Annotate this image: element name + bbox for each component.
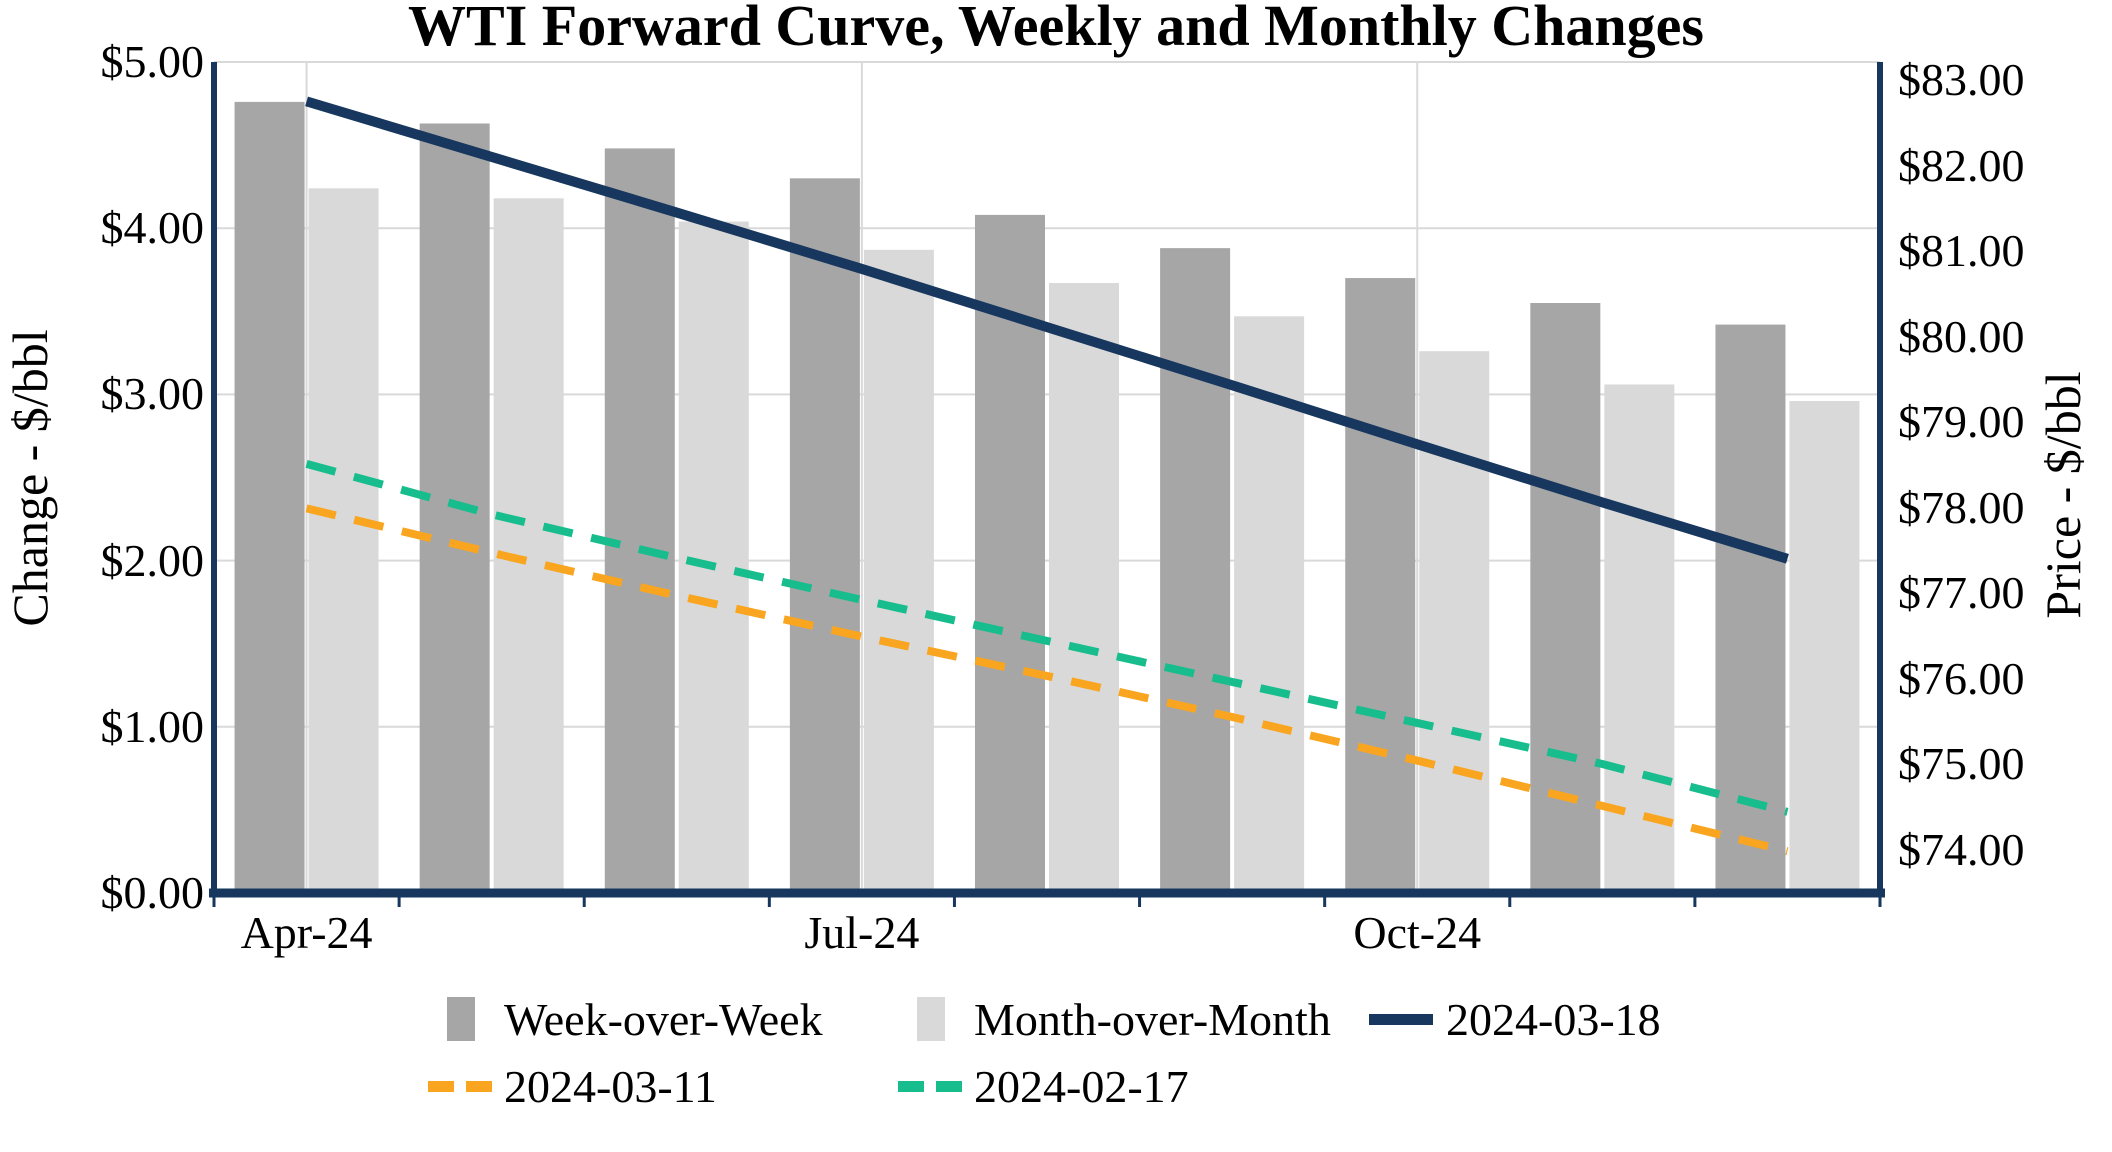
bar-dark-swatch [447,997,475,1041]
bar-month-over-month [493,198,564,893]
right-axis-tick-label: $78.00 [1898,481,2025,533]
right-axis-tick-label: $79.00 [1898,396,2025,447]
bar-month-over-month [1049,283,1119,893]
legend-label: 2024-03-18 [1446,994,1661,1045]
right-axis-tick-label: $76.00 [1898,652,2025,704]
bar-week-over-week [789,178,860,894]
bar-month-over-month [1789,401,1860,893]
bar-week-over-week [1715,324,1786,893]
bar-week-over-week [234,101,305,893]
left-axis-tick-label: $4.00 [100,202,205,254]
left-axis-tick-label: $5.00 [100,36,205,87]
left-axis-tick-label: $2.00 [100,534,205,586]
line-2024-03-11 [305,504,1789,856]
chart-title: WTI Forward Curve, Weekly and Monthly Ch… [408,0,1704,58]
line-2024-03-18 [305,96,1789,564]
bar-week-over-week [604,148,675,893]
legend-label: 2024-02-17 [974,1061,1189,1112]
bar-month-over-month [1604,384,1675,893]
line-solid-navy-swatch [1369,1014,1433,1025]
bar-light-swatch [917,997,945,1041]
line-dashed-orange-swatch [428,1081,454,1092]
right-axis-tick-label: $80.00 [1898,310,2025,362]
right-axis-tick-label: $81.00 [1898,225,2025,276]
bar-week-over-week [1530,302,1601,893]
bar-month-over-month [1419,351,1490,893]
bar-month-over-month [1234,316,1305,893]
legend-label: Month-over-Month [974,994,1331,1045]
line-2024-02-17 [305,460,1789,816]
line-dashed-green-swatch [898,1081,924,1092]
right-axis-tick-label: $82.00 [1898,139,2025,191]
bar-month-over-month [308,188,379,893]
right-axis-tick-label: $74.00 [1898,823,2025,875]
x-axis-label: Jul-24 [804,907,920,958]
left-axis-tick-label: $0.00 [100,867,205,918]
left-axis-tick-label: $3.00 [100,368,205,420]
bar-month-over-month [863,249,934,893]
bar-week-over-week [1345,278,1416,893]
line-dashed-green-swatch [936,1081,962,1092]
left-axis-tick-label: $1.00 [100,700,205,752]
x-axis-label: Apr-24 [240,907,373,958]
legend-label: Week-over-Week [504,994,823,1045]
right-axis-tick-label: $75.00 [1898,738,2025,789]
right-axis-tick-label: $77.00 [1898,567,2025,618]
x-axis-label: Oct-24 [1353,907,1482,958]
line-dashed-orange-swatch [466,1081,492,1092]
bar-week-over-week [1160,248,1231,894]
legend-label: 2024-03-11 [504,1061,717,1112]
right-axis-tick-label: $83.00 [1898,54,2025,105]
